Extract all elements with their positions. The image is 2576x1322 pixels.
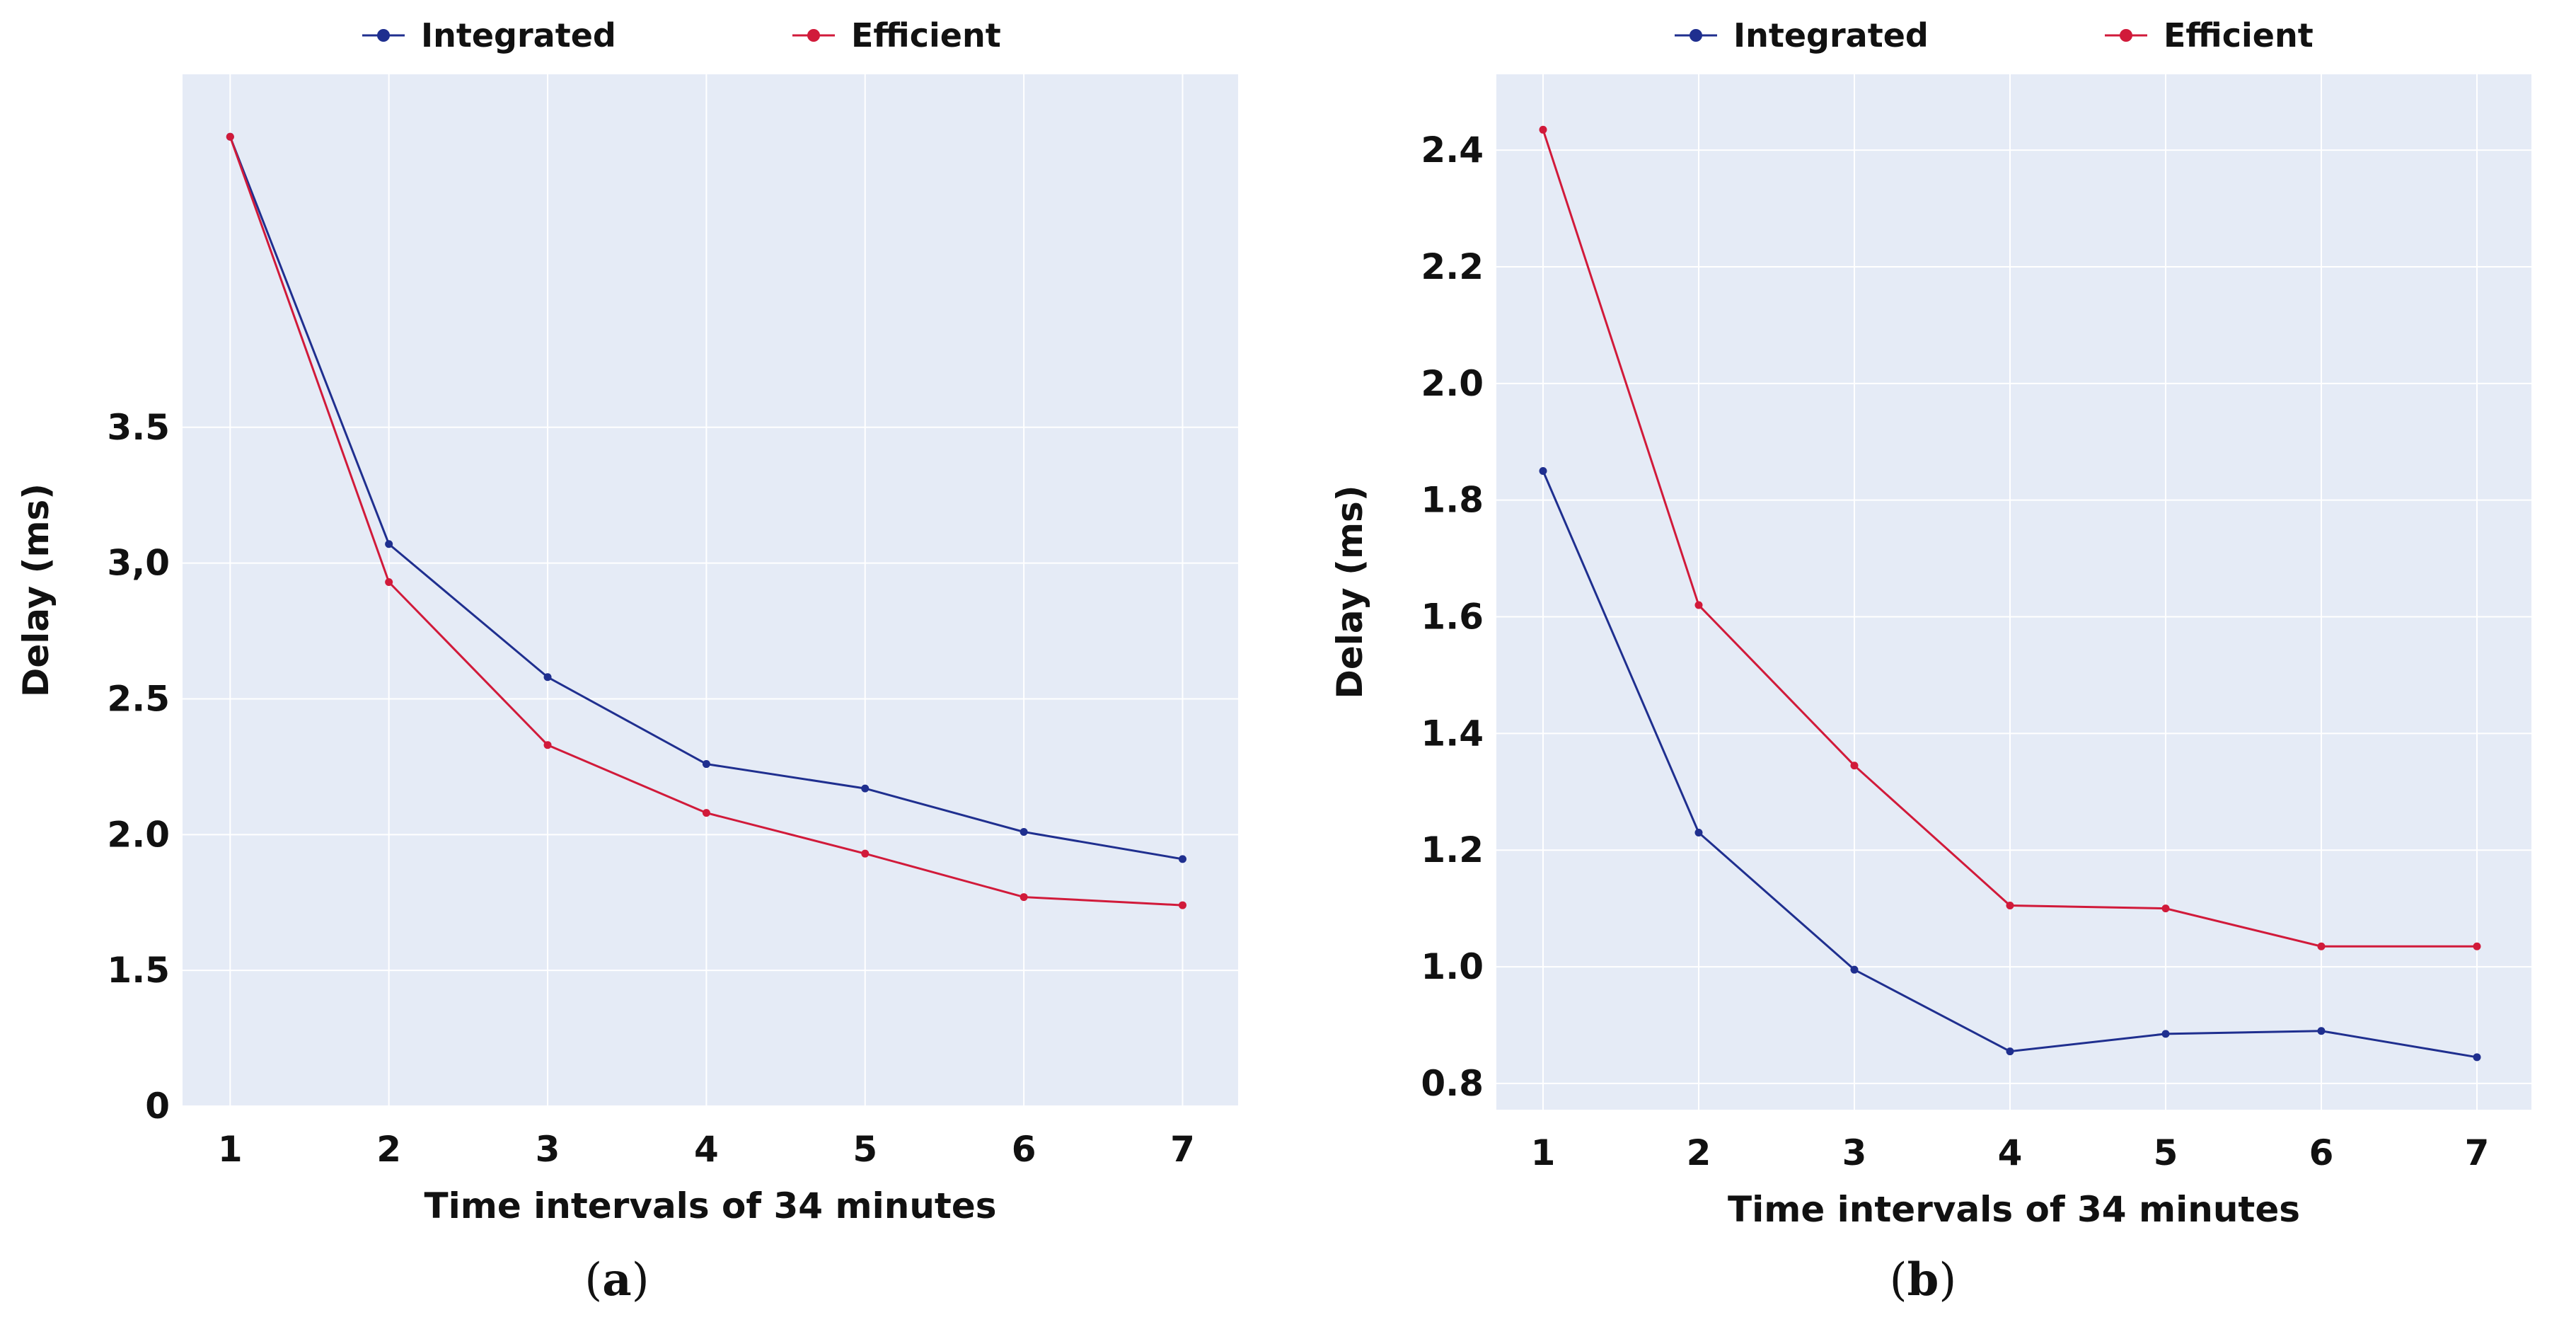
legend-label-integrated: Integrated [1733,16,1929,54]
data-point-efficient [2473,942,2481,950]
legend-label-efficient: Efficient [851,16,1001,54]
x-tick-label: 3 [1842,1132,1867,1173]
y-axis-title: Delay (ms) [1329,485,1370,699]
panel-caption: (b) [1890,1253,1957,1306]
y-tick-label: 2.4 [1421,130,1484,171]
legend-marker-efficient [807,29,820,42]
legend-label-integrated: Integrated [421,16,616,54]
x-tick-label: 2 [376,1129,401,1170]
caption-letter: a [602,1253,631,1306]
data-point-efficient [1850,761,1859,770]
data-point-integrated [2161,1030,2170,1038]
data-point-efficient [2161,904,2170,913]
y-tick-label: 1.4 [1421,713,1484,754]
legend-marker-efficient [2120,29,2132,42]
x-tick-label: 3 [536,1129,560,1170]
x-tick-label: 1 [218,1129,243,1170]
y-tick-label: 0.8 [1421,1063,1484,1104]
data-point-integrated [2006,1047,2014,1056]
data-point-integrated [1539,466,1547,475]
y-tick-label: 2.5 [107,678,170,719]
data-point-efficient [543,741,552,749]
y-tick-label: 2.0 [107,814,170,855]
x-tick-label: 2 [1687,1132,1711,1173]
data-point-integrated [1020,827,1028,836]
caption-paren-open: ( [584,1254,602,1306]
x-tick-label: 6 [1012,1129,1036,1170]
data-point-efficient [702,809,710,817]
x-tick-label: 4 [694,1129,719,1170]
data-point-integrated [1694,828,1703,837]
data-point-efficient [1020,893,1028,902]
data-point-efficient [385,577,393,586]
data-point-efficient [2317,942,2326,950]
chart-panel-b: 0.8 1.0 1.2 1.4 1.6 1.8 2.0 2.2 2.4 1 2 3 4 5 6 7 Time i… [1329,16,2531,1306]
legend-marker-integrated [1690,29,1702,42]
data-point-integrated [1850,965,1859,974]
y-tick-label: 1.5 [107,950,170,991]
data-point-efficient [2006,902,2014,910]
caption-paren-open: ( [1890,1254,1907,1306]
caption-letter: b [1907,1253,1939,1306]
data-point-efficient [1694,601,1703,609]
data-point-integrated [861,784,870,793]
y-axis-title: Delay (ms) [16,483,57,697]
y-tick-label: 3.5 [107,407,170,448]
legend-marker-integrated [377,29,390,42]
data-point-integrated [2473,1053,2481,1062]
legend: Integrated Efficient [362,16,1001,54]
data-point-integrated [543,673,552,682]
data-point-integrated [385,540,393,548]
x-tick-label: 5 [2154,1132,2178,1173]
data-point-efficient [861,849,870,858]
x-tick-label: 7 [1170,1129,1195,1170]
y-tick-label: 3,0 [107,543,170,584]
caption-paren-close: ) [1939,1254,1956,1306]
data-point-integrated [2317,1027,2326,1035]
y-tick-label: 1.0 [1421,946,1484,987]
x-tick-label: 7 [2465,1132,2490,1173]
caption-paren-close: ) [632,1254,649,1306]
y-tick-label: 1.6 [1421,597,1484,638]
panel-caption: (a) [584,1253,649,1306]
x-axis-title: Time intervals of 34 minutes [424,1185,996,1226]
x-tick-label: 1 [1531,1132,1556,1173]
plot-area [1496,74,2531,1110]
data-point-efficient [226,132,234,141]
x-tick-label: 5 [853,1129,877,1170]
legend-label-efficient: Efficient [2164,16,2314,54]
y-tick-label: 1.2 [1421,829,1484,870]
plot-area [183,74,1238,1106]
data-point-efficient [1539,125,1547,134]
x-tick-label: 6 [2309,1132,2334,1173]
x-tick-label: 4 [1998,1132,2023,1173]
data-point-integrated [1178,855,1186,863]
y-tick-label: 2.2 [1421,246,1484,287]
data-point-integrated [702,760,710,769]
y-tick-label: 1.8 [1421,480,1484,521]
y-tick-label: 2.0 [1421,363,1484,404]
legend: Integrated Efficient [1675,16,2314,54]
chart-panel-a: 0 1.5 2.0 2.5 3,0 3.5 1 2 3 4 5 6 7 Time intervals of… [16,16,1238,1306]
x-axis-title: Time intervals of 34 minutes [1728,1189,2300,1230]
data-point-efficient [1178,901,1186,909]
y-tick-label: 0 [145,1086,170,1127]
